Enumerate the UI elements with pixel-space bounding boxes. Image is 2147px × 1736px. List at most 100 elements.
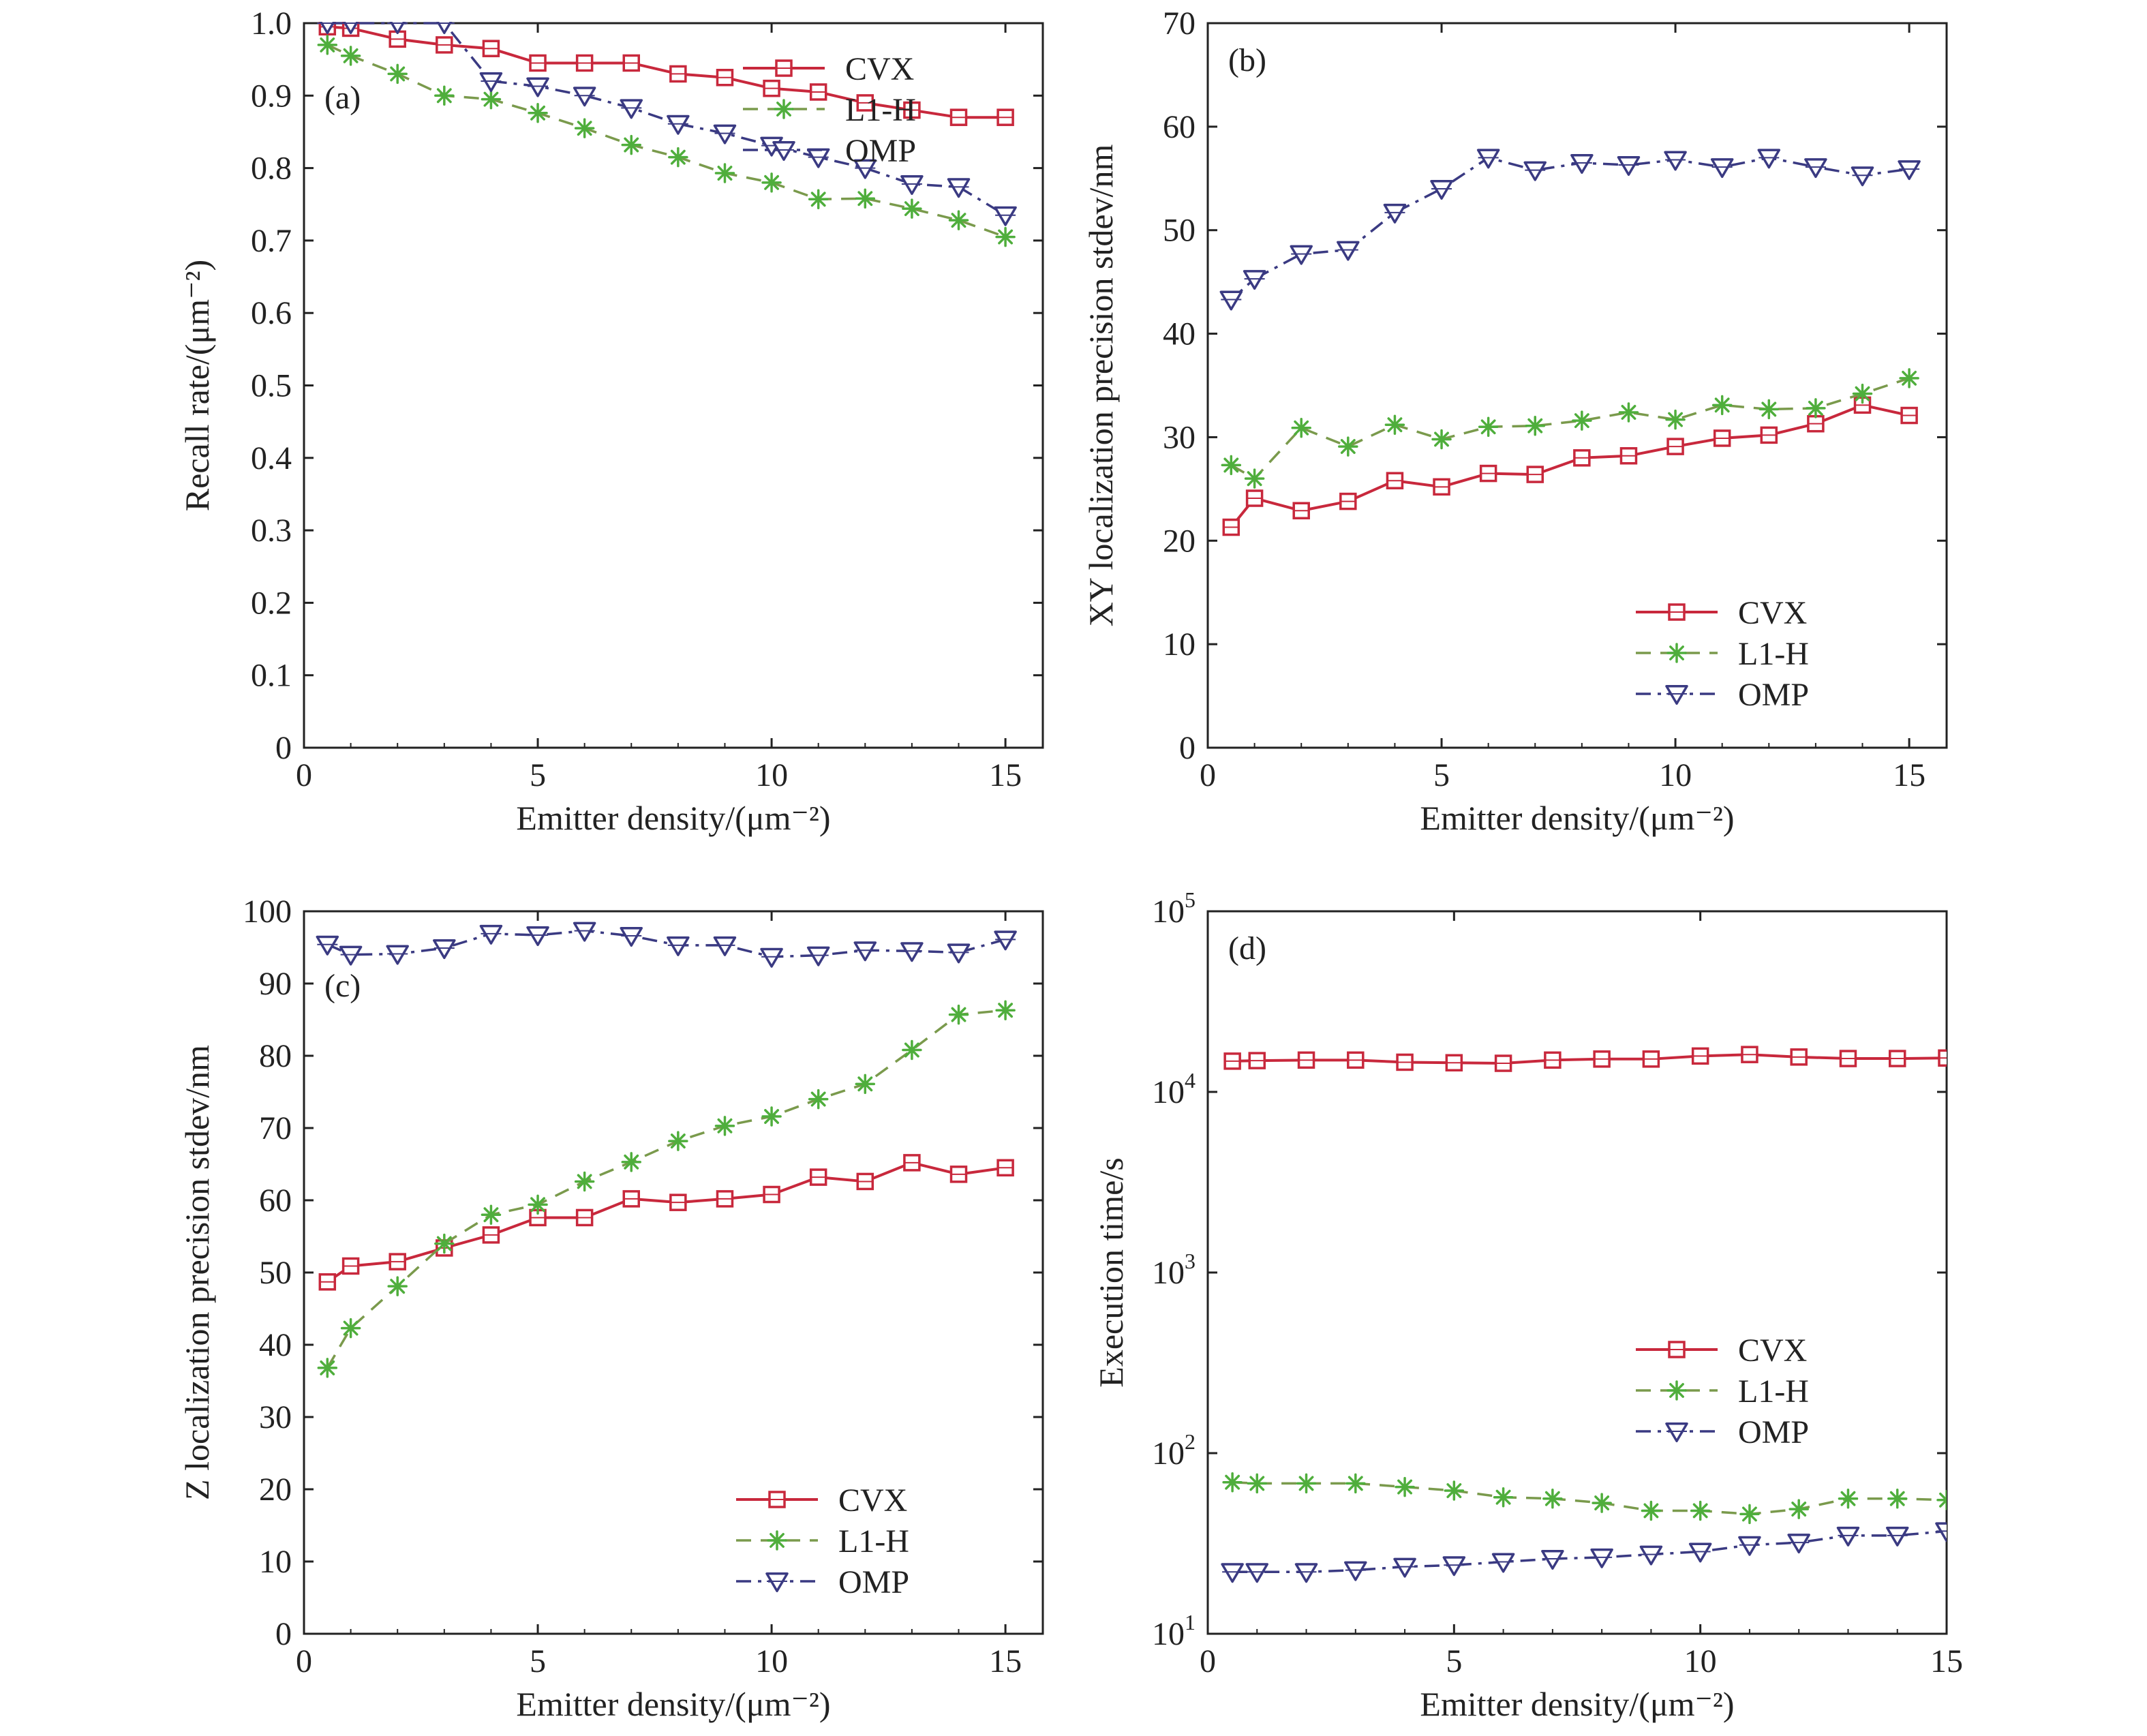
data-point-omp <box>853 941 877 962</box>
series-line-l1-h <box>326 1009 1006 1369</box>
y-axis-label: Execution time/s <box>1092 1157 1130 1387</box>
y-tick-label: 103 <box>1152 1249 1196 1291</box>
data-point-l1-h <box>1838 1488 1859 1509</box>
y-tick-label: 80 <box>259 1038 292 1074</box>
y-tick-label: 0 <box>1179 730 1196 766</box>
y-tick-label: 50 <box>259 1255 292 1291</box>
data-point-omp <box>1219 290 1243 311</box>
data-point-l1-h <box>434 85 455 106</box>
data-point-l1-h <box>1291 418 1311 438</box>
data-point-cvx <box>903 101 921 119</box>
data-point-omp <box>667 115 690 135</box>
data-point-omp <box>1757 149 1781 169</box>
series-line-cvx <box>326 1161 1006 1283</box>
data-point-omp <box>900 174 924 195</box>
data-point-l1-h <box>855 1073 876 1095</box>
x-tick-label: 10 <box>755 1643 788 1679</box>
data-point-l1-h <box>1478 416 1499 437</box>
y-tick-label: 1.0 <box>251 5 292 42</box>
x-tick-label: 0 <box>296 757 312 793</box>
data-point-omp <box>1617 156 1641 177</box>
legend-marker <box>1666 1380 1687 1401</box>
data-point-omp <box>1442 1556 1466 1577</box>
data-point-l1-h <box>808 1088 829 1110</box>
y-axis-label: Recall rate/(μm⁻²) <box>178 260 216 511</box>
y-tick-label: 0.7 <box>251 223 292 259</box>
y-tick-label: 20 <box>1163 523 1196 559</box>
data-point-cvx <box>1339 492 1357 511</box>
series-line-l1-h <box>1230 377 1910 480</box>
data-point-cvx <box>1479 464 1497 483</box>
legend-label: CVX <box>1738 1333 1807 1369</box>
data-point-l1-h <box>761 1106 782 1127</box>
data-point-cvx <box>389 30 406 48</box>
data-point-cvx <box>1433 478 1450 496</box>
series-line-omp <box>1230 156 1910 301</box>
data-point-l1-h <box>621 1152 642 1172</box>
data-point-l1-h <box>1711 395 1733 416</box>
legend-label: L1-H <box>1738 1373 1809 1410</box>
data-point-omp <box>526 77 549 97</box>
data-point-cvx <box>575 1208 594 1227</box>
data-point-cvx <box>1741 1046 1758 1063</box>
plot-area <box>1221 1046 1947 1583</box>
legend-label: OMP <box>1738 1414 1809 1450</box>
y-tick-label: 104 <box>1152 1068 1196 1110</box>
data-point-omp <box>1383 203 1407 224</box>
y-tick-label: 70 <box>259 1110 292 1146</box>
data-point-omp <box>1664 151 1687 171</box>
panel-label: (a) <box>324 80 361 116</box>
series-line-cvx <box>327 25 1006 119</box>
data-point-cvx <box>1691 1047 1709 1065</box>
y-axis-label: XY localization precision stdev/nm <box>1082 144 1120 627</box>
data-point-omp <box>994 206 1017 226</box>
data-point-omp <box>760 947 783 968</box>
data-point-l1-h <box>1572 410 1592 431</box>
data-point-omp <box>1491 1553 1515 1573</box>
data-point-l1-h <box>1431 429 1452 450</box>
data-point-l1-h <box>902 1039 922 1061</box>
data-point-cvx <box>1619 447 1638 465</box>
legend-label: CVX <box>1738 595 1807 631</box>
data-point-l1-h <box>340 46 361 66</box>
legend: CVX L1-H OMP <box>1636 1333 1809 1450</box>
y-tick-label: 102 <box>1152 1429 1196 1472</box>
legend-label: OMP <box>1738 677 1809 713</box>
data-point-omp <box>947 943 971 964</box>
x-axis-label: Emitter density/(μm⁻²) <box>1420 1685 1734 1723</box>
data-point-cvx <box>529 54 547 72</box>
data-point-l1-h <box>1665 409 1686 430</box>
legend-label: L1-H <box>838 1523 909 1559</box>
data-point-l1-h <box>481 1204 502 1225</box>
y-tick-label: 60 <box>1163 109 1196 145</box>
data-point-cvx <box>1900 406 1918 425</box>
legend: CVX L1-H OMP <box>743 51 916 169</box>
data-point-cvx <box>389 1253 406 1270</box>
x-axis-label: Emitter density/(μm⁻²) <box>1420 799 1734 837</box>
panel-label: (d) <box>1228 930 1266 966</box>
data-point-omp <box>1221 1563 1244 1583</box>
data-point-cvx <box>903 1154 921 1172</box>
data-point-omp <box>1590 1548 1613 1568</box>
data-point-omp <box>1570 154 1594 174</box>
data-point-omp <box>1836 1526 1860 1547</box>
data-point-l1-h <box>528 1194 548 1215</box>
legend-label: L1-H <box>845 92 916 128</box>
data-point-cvx <box>575 54 594 72</box>
y-tick-label: 40 <box>1163 316 1196 352</box>
data-point-l1-h <box>1899 368 1919 389</box>
data-point-omp <box>1787 1534 1810 1554</box>
legend: CVX L1-H OMP <box>1636 595 1809 713</box>
y-tick-label: 0.2 <box>251 585 292 621</box>
data-point-l1-h <box>1384 414 1405 435</box>
data-point-l1-h <box>481 89 502 110</box>
data-point-cvx <box>1526 466 1544 483</box>
data-point-omp <box>316 935 339 956</box>
data-point-cvx <box>318 1273 337 1291</box>
data-point-cvx <box>1807 414 1825 433</box>
y-tick-label: 40 <box>259 1327 292 1363</box>
legend-marker <box>775 59 793 77</box>
data-point-omp <box>433 939 456 960</box>
panel-d: 0 5 10 15 101 102 103 104 105 Emitter density/(μm… <box>1092 887 1963 1723</box>
data-point-omp <box>1393 1557 1416 1578</box>
